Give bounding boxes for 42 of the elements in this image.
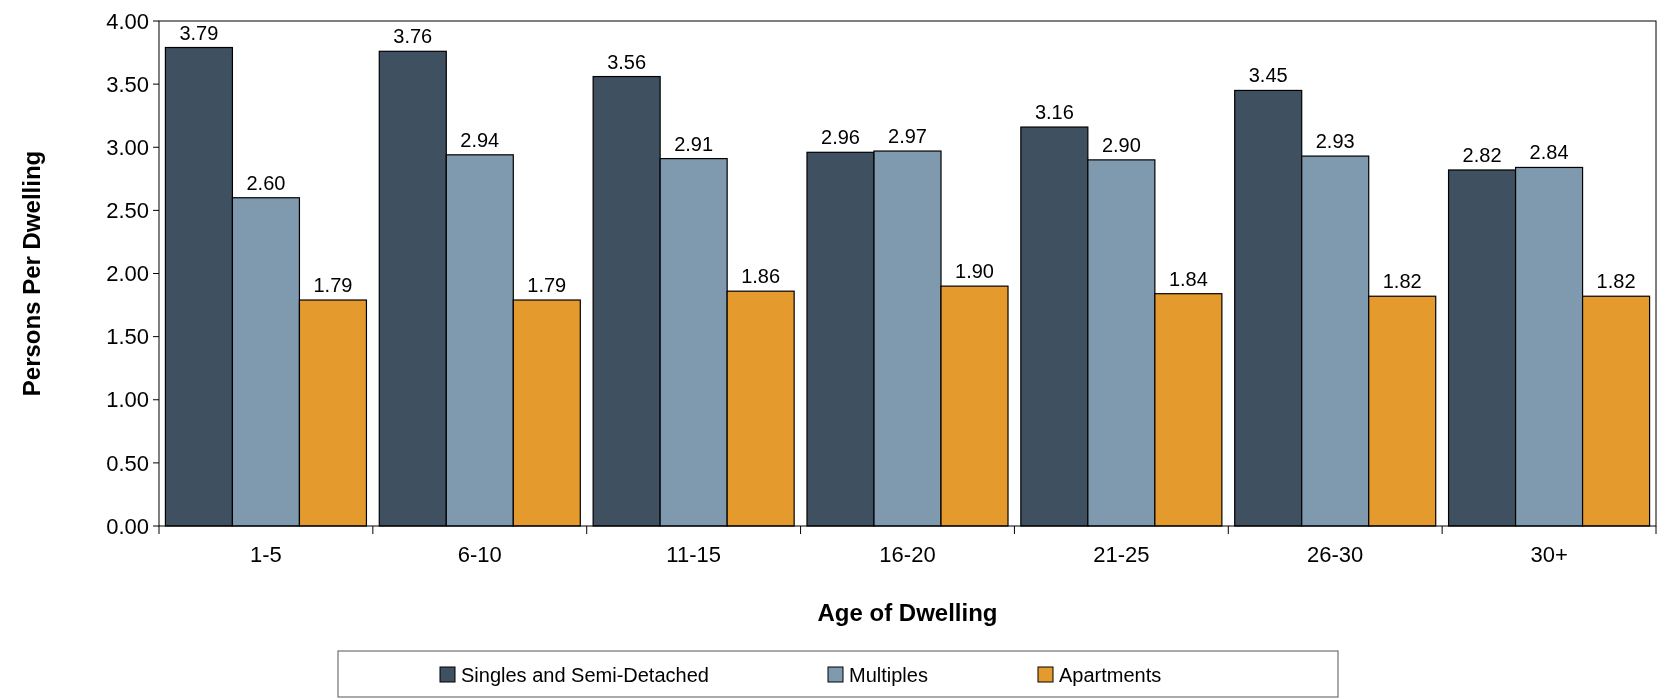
data-label: 1.86 [741, 265, 781, 288]
y-tick-label: 1.50 [106, 324, 149, 350]
y-tick-label: 0.50 [106, 450, 149, 476]
data-label: 3.16 [1034, 101, 1074, 124]
legend-label: Singles and Semi-Detached [461, 664, 709, 686]
data-label: 2.82 [1462, 143, 1502, 166]
data-label: 3.79 [179, 21, 219, 44]
data-label: 2.91 [674, 132, 714, 155]
x-tick-label: 16-20 [879, 542, 936, 567]
data-label: 2.96 [821, 126, 860, 149]
data-label: 1.79 [527, 274, 567, 297]
data-label: 2.84 [1529, 141, 1569, 164]
y-tick-label: 1.00 [106, 387, 149, 413]
x-tick-label: 30+ [1530, 542, 1568, 567]
legend-label: Multiples [849, 664, 928, 686]
data-label: 2.90 [1101, 133, 1141, 156]
data-label: 3.45 [1248, 64, 1288, 87]
y-axis-title: Persons Per Dwelling [18, 150, 45, 397]
data-label: 2.93 [1315, 130, 1355, 153]
data-label: 1.84 [1168, 267, 1208, 290]
data-label: 2.60 [246, 171, 286, 194]
y-tick-label: 2.50 [106, 198, 149, 224]
data-label: 1.82 [1382, 270, 1422, 293]
y-tick-label: 3.00 [106, 134, 149, 160]
x-axis-title: Age of Dwelling [817, 599, 998, 626]
x-tick-label: 26-30 [1307, 542, 1364, 567]
data-label: 2.97 [888, 125, 927, 148]
x-tick-label: 21-25 [1093, 542, 1150, 567]
data-label: 3.56 [607, 50, 647, 73]
x-tick-label: 11-15 [666, 542, 721, 567]
data-label: 1.90 [955, 260, 994, 283]
x-tick-label: 1-5 [250, 542, 282, 567]
data-label: 1.79 [313, 274, 353, 297]
y-tick-label: 0.00 [106, 513, 149, 539]
data-label: 2.94 [460, 128, 500, 151]
y-tick-label: 3.50 [106, 71, 149, 97]
data-label: 1.82 [1596, 270, 1636, 293]
data-label: 3.76 [393, 25, 433, 48]
y-tick-label: 4.00 [106, 8, 149, 34]
x-tick-label: 6-10 [457, 542, 502, 567]
y-tick-label: 2.00 [106, 261, 149, 287]
legend-label: Apartments [1059, 664, 1162, 686]
